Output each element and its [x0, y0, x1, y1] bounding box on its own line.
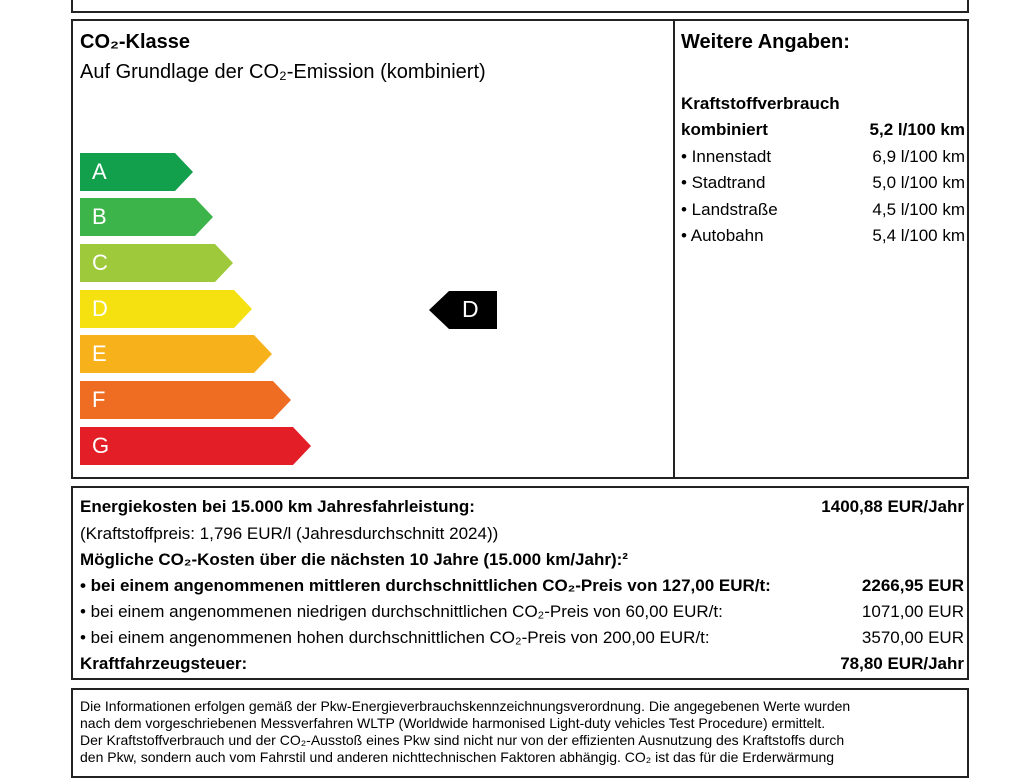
consumption-label: • Landstraße	[681, 200, 778, 219]
legal-line: Der Kraftstoffverbrauch und der CO₂-Auss…	[80, 732, 845, 748]
consumption-value: 5,4 l/100 km	[872, 226, 965, 245]
co2-cost-low-value: 1071,00 EUR	[861, 602, 964, 621]
legal-line: nach dem vorgeschriebenen Messverfahren …	[80, 715, 826, 731]
bar-arrow-shape	[80, 427, 311, 465]
legal-notice-panel: Die Informationen erfolgen gemäß der Pkw…	[71, 688, 969, 778]
co2-class-bar-f: F	[80, 381, 291, 419]
further-info-title: Weitere Angaben:	[681, 31, 850, 53]
co2-class-bar-b: B	[80, 198, 213, 236]
co2-class-label: F	[92, 387, 106, 412]
energy-costs-row: Energiekosten bei 15.000 km Jahresfahrle…	[80, 497, 964, 521]
current-class-marker: D	[429, 291, 497, 329]
co2-class-title: CO₂-Klasse	[80, 31, 191, 53]
bar-arrow-shape	[80, 198, 213, 236]
top-border-strip	[71, 0, 969, 13]
co2-class-bar-c: C	[80, 244, 233, 282]
co2-class-bar-d: D	[80, 290, 252, 328]
co2-class-label: G	[92, 433, 110, 458]
bar-arrow-shape	[80, 290, 252, 328]
marker-arrow-shape	[429, 291, 497, 329]
current-class-label: D	[462, 296, 479, 322]
co2-class-label: B	[92, 204, 107, 229]
co2-class-label: E	[92, 341, 107, 366]
co2-class-bar-g: G	[80, 427, 311, 465]
co2-cost-mid-label: • bei einem angenommenen mittleren durch…	[80, 576, 771, 595]
consumption-value: 5,2 l/100 km	[869, 120, 965, 139]
co2-cost-high-value: 3570,00 EUR	[861, 628, 964, 647]
consumption-suburban-row: • Stadtrand 5,0 l/100 km	[681, 173, 965, 197]
costs-panel: Energiekosten bei 15.000 km Jahresfahrle…	[71, 486, 969, 680]
co2-cost-mid-value: 2266,95 EUR	[861, 576, 964, 595]
co2-class-panel: CO₂-Klasse Auf Grundlage der CO₂-Emissio…	[71, 19, 675, 479]
consumption-label: • Innenstadt	[681, 147, 772, 166]
energy-costs-value: 1400,88 EUR/Jahr	[821, 497, 964, 516]
energy-costs-label: Energiekosten bei 15.000 km Jahresfahrle…	[80, 497, 475, 516]
consumption-combined-row: kombiniert 5,2 l/100 km	[681, 120, 965, 144]
consumption-rural-row: • Landstraße 4,5 l/100 km	[681, 200, 965, 224]
co2-cost-low-label: • bei einem angenommenen niedrigen durch…	[80, 602, 723, 621]
consumption-value: 5,0 l/100 km	[872, 173, 965, 192]
consumption-value: 6,9 l/100 km	[872, 147, 965, 166]
bar-arrow-shape	[80, 335, 272, 373]
fuel-consumption-heading: Kraftstoffverbrauch	[681, 94, 840, 113]
consumption-label: • Autobahn	[681, 226, 764, 245]
fuel-price-text: (Kraftstoffpreis: 1,796 EUR/l (Jahresdur…	[80, 524, 499, 543]
legal-notice-text: Die Informationen erfolgen gemäß der Pkw…	[80, 698, 964, 766]
co2-costs-heading: Mögliche CO₂-Kosten über die nächsten 10…	[80, 550, 628, 569]
co2-class-label: D	[92, 296, 108, 321]
legal-line: den Pkw, sondern auch vom Fahrstil und a…	[80, 749, 835, 765]
co2-class-label: A	[92, 159, 107, 184]
co2-class-bar-e: E	[80, 335, 272, 373]
bar-arrow-shape	[80, 381, 291, 419]
co2-cost-low-row: • bei einem angenommenen niedrigen durch…	[80, 602, 964, 626]
co2-cost-high-row: • bei einem angenommenen hohen durchschn…	[80, 628, 964, 652]
co2-cost-high-label: • bei einem angenommenen hohen durchschn…	[80, 628, 710, 647]
consumption-highway-row: • Autobahn 5,4 l/100 km	[681, 226, 965, 250]
consumption-label: • Stadtrand	[681, 173, 766, 192]
consumption-value: 4,5 l/100 km	[872, 200, 965, 219]
vehicle-tax-label: Kraftfahrzeugsteuer:	[80, 654, 248, 673]
legal-line: Die Informationen erfolgen gemäß der Pkw…	[80, 698, 851, 714]
bar-arrow-shape	[80, 244, 233, 282]
vehicle-tax-value: 78,80 EUR/Jahr	[840, 654, 964, 673]
co2-class-label: C	[92, 250, 108, 275]
consumption-label: kombiniert	[681, 120, 768, 139]
co2-cost-mid-row: • bei einem angenommenen mittleren durch…	[80, 576, 964, 600]
co2-class-subtitle: Auf Grundlage der CO₂-Emission (kombinie…	[80, 61, 486, 83]
vehicle-tax-row: Kraftfahrzeugsteuer: 78,80 EUR/Jahr	[80, 654, 964, 678]
co2-class-bar-a: A	[80, 153, 193, 191]
co2-costs-heading-row: Mögliche CO₂-Kosten über die nächsten 10…	[80, 550, 964, 574]
consumption-city-row: • Innenstadt 6,9 l/100 km	[681, 147, 965, 171]
fuel-price-row: (Kraftstoffpreis: 1,796 EUR/l (Jahresdur…	[80, 524, 964, 548]
further-info-panel: Weitere Angaben: Kraftstoffverbrauch kom…	[673, 19, 969, 479]
bar-arrow-shape	[80, 153, 193, 191]
